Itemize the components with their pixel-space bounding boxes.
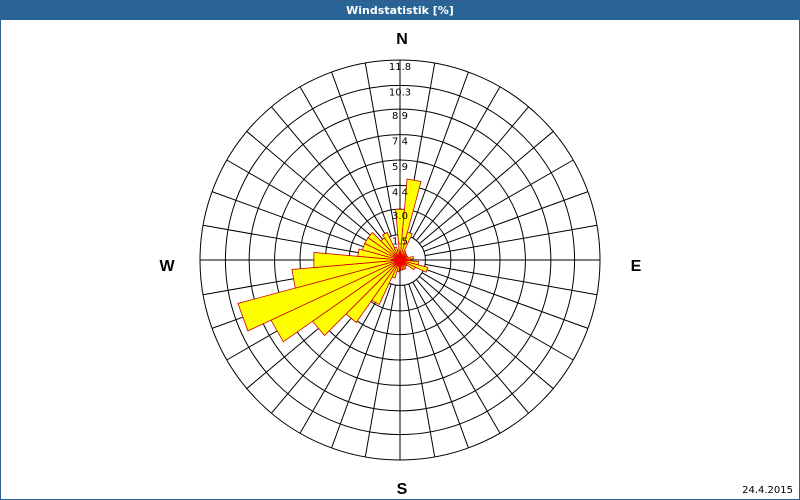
window-title: Windstatistik [%] <box>1 1 799 20</box>
grid-spoke <box>419 275 554 389</box>
grid-spoke <box>408 283 469 449</box>
grid-spoke <box>364 62 397 236</box>
grid-spoke <box>211 191 377 252</box>
grid-spoke <box>408 71 469 237</box>
ring-label-4: 5.9 <box>392 162 408 173</box>
grid-spoke <box>299 281 388 434</box>
compass-label-south: S <box>397 481 408 498</box>
ring-label-1: 1.5 <box>392 237 408 248</box>
grid-spoke <box>419 131 554 245</box>
grid-spoke <box>423 268 589 329</box>
grid-spoke <box>299 86 388 239</box>
center-tick <box>399 253 407 261</box>
grid-spoke <box>412 281 501 434</box>
compass-label-east: E <box>631 258 642 275</box>
center-marks <box>391 251 409 269</box>
grid-spoke <box>423 191 589 252</box>
grid-spoke <box>226 159 379 248</box>
ring-label-5: 7.4 <box>392 137 408 148</box>
grid-spoke <box>424 263 598 296</box>
ring-label-6: 8.9 <box>392 111 408 122</box>
grid-spoke <box>364 284 397 458</box>
grid-spoke <box>415 279 529 414</box>
ring-label-8: 11.8 <box>389 62 411 73</box>
date-stamp: 24.4.2015 <box>742 485 793 496</box>
grid-spoke <box>246 131 381 245</box>
wind-bar-270deg <box>313 252 401 268</box>
grid-spoke <box>415 106 529 241</box>
wind-bar-330deg <box>381 231 401 261</box>
ring-label-3: 4.4 <box>392 187 408 198</box>
grid-spoke <box>202 224 376 257</box>
center-tick <box>393 259 401 267</box>
compass-label-north: N <box>396 31 408 48</box>
compass-label-west: W <box>159 258 175 275</box>
grid-spoke <box>331 283 392 449</box>
ring-label-2: 3.0 <box>392 211 408 222</box>
center-tick <box>399 259 407 267</box>
grid-spoke <box>421 272 574 361</box>
grid-spoke <box>412 86 501 239</box>
grid-spoke <box>424 224 598 257</box>
ring-labels: 1.5 3.0 4.4 5.9 7.4 8.9 10.3 11.8 <box>389 62 411 248</box>
grid-spokes <box>200 60 600 460</box>
ring-label-7: 10.3 <box>389 87 411 98</box>
grid-spoke <box>331 71 392 237</box>
grid-spoke <box>403 284 436 458</box>
grid-spoke <box>421 159 574 248</box>
grid-spoke <box>271 106 385 241</box>
center-tick <box>393 253 401 261</box>
